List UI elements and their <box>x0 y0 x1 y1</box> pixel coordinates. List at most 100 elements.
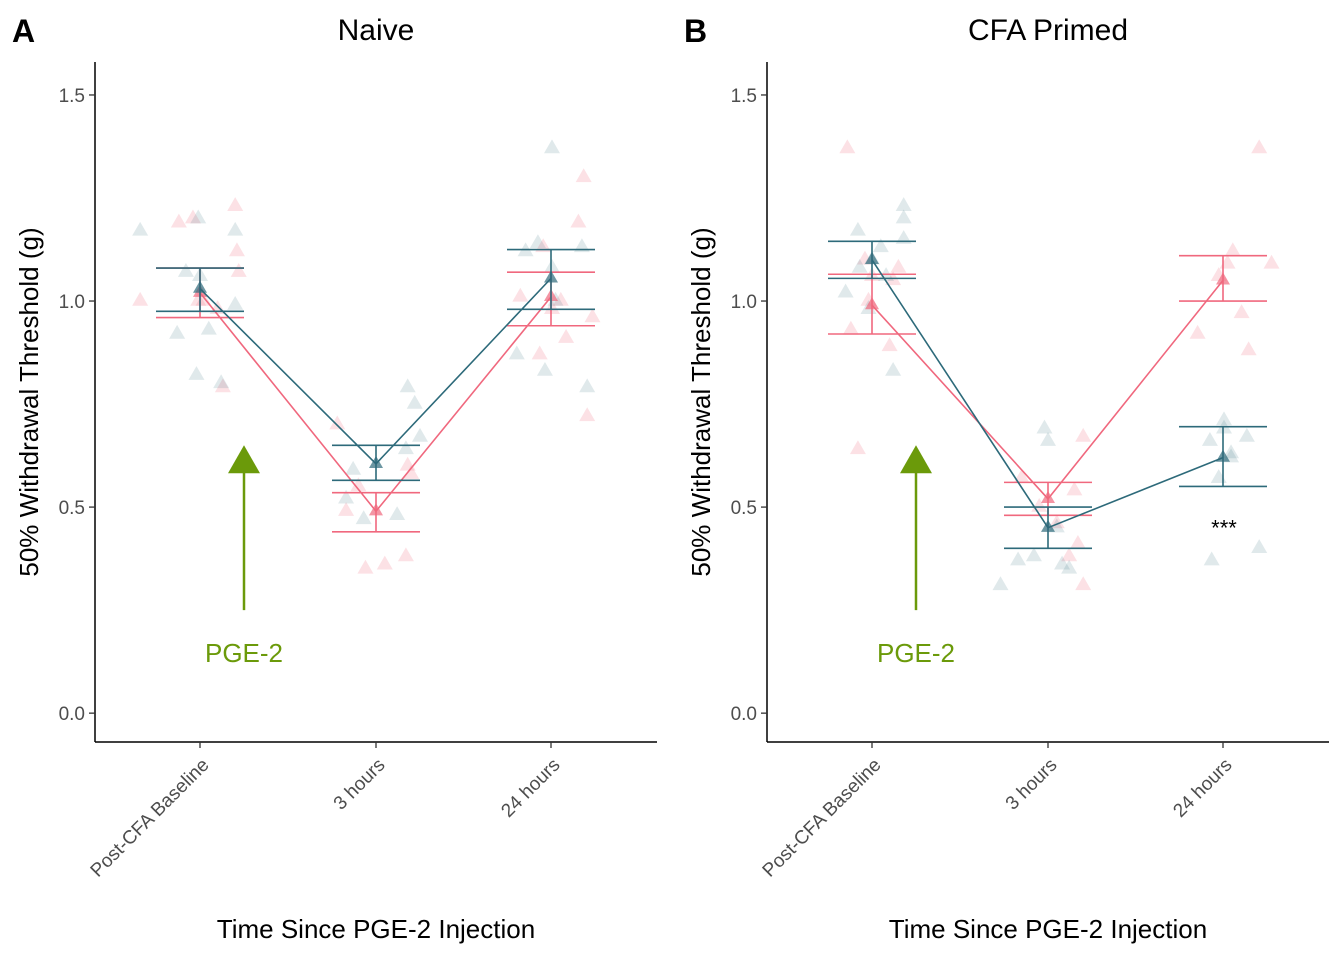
data-point <box>895 197 912 211</box>
data-point <box>536 361 553 376</box>
mean-marker <box>865 251 879 264</box>
data-point <box>399 378 416 393</box>
data-point <box>584 308 601 323</box>
data-point <box>230 263 247 277</box>
mean-marker <box>865 297 879 310</box>
data-point <box>1075 576 1092 591</box>
data-point <box>345 460 362 475</box>
data-point <box>213 374 230 389</box>
mean-marker <box>1041 490 1055 503</box>
data-point <box>895 209 912 224</box>
data-point <box>177 263 194 277</box>
data-point <box>1054 555 1071 570</box>
data-point <box>228 242 245 257</box>
mean-marker <box>1216 449 1230 462</box>
data-point <box>1040 432 1056 446</box>
data-point <box>1048 514 1065 529</box>
data-point <box>1061 547 1078 562</box>
data-point <box>1189 324 1206 339</box>
data-point <box>184 209 201 224</box>
data-point <box>1066 481 1083 496</box>
data-point <box>1061 559 1078 574</box>
data-point <box>544 300 560 314</box>
pge2-arrow-head <box>228 445 260 474</box>
y-axis-title: 50% Withdrawal Threshold (g) <box>686 227 716 576</box>
data-point <box>169 324 186 339</box>
data-point <box>1210 469 1227 483</box>
panel-letter: B <box>684 13 707 49</box>
mean-marker <box>1216 272 1230 285</box>
data-point <box>849 221 866 236</box>
data-point <box>357 559 374 574</box>
data-point <box>412 427 428 442</box>
data-point <box>1240 341 1257 356</box>
pge2-label: PGE-2 <box>205 638 283 668</box>
plot-area: 0.0 0.5 1.0 1.5 Post-CFA Baseline 3 hours 24 h… <box>731 62 1329 882</box>
pge2-label: PGE-2 <box>877 638 955 668</box>
x-tick-label: 3 hours <box>330 755 390 815</box>
data-point <box>842 320 859 335</box>
significance-marker: *** <box>1211 516 1237 541</box>
data-point <box>1216 411 1232 426</box>
mean-marker <box>369 455 383 468</box>
data-point <box>376 555 393 570</box>
data-point <box>338 489 355 504</box>
y-tick-label: 0.5 <box>59 498 85 519</box>
data-point <box>849 440 866 455</box>
x-tick-label: Post-CFA Baseline <box>759 755 886 882</box>
data-point <box>355 510 372 525</box>
data-point <box>1224 242 1241 257</box>
data-point <box>170 213 187 228</box>
x-tick-label: 3 hours <box>1002 755 1062 815</box>
plot-area: 0.0 0.5 1.0 1.5 Post-CFA Baseline 3 hours 24 h… <box>59 62 657 882</box>
data-point <box>1025 547 1042 562</box>
data-point <box>1263 254 1280 269</box>
data-point <box>558 328 575 343</box>
pge2-arrow-head <box>900 445 932 474</box>
data-point <box>544 139 560 154</box>
x-tick-label: Post-CFA Baseline <box>87 755 214 882</box>
data-point <box>214 378 231 393</box>
data-point <box>132 291 149 306</box>
data-point <box>1075 427 1092 442</box>
x-axis-title: Time Since PGE-2 Injection <box>889 914 1207 944</box>
data-point <box>890 258 907 273</box>
data-point <box>992 576 1009 591</box>
data-point <box>227 221 244 236</box>
data-point <box>531 345 548 360</box>
data-point <box>389 506 406 521</box>
data-point <box>1201 432 1218 446</box>
panel-title: CFA Primed <box>968 14 1128 47</box>
data-point <box>1013 469 1030 483</box>
data-point <box>200 320 217 335</box>
data-point <box>403 464 420 479</box>
data-point <box>350 477 367 492</box>
mean-marker <box>544 270 558 283</box>
data-point <box>579 407 596 422</box>
mean-marker <box>369 503 383 516</box>
data-point <box>552 291 569 306</box>
data-point <box>338 502 355 516</box>
data-point <box>573 238 590 253</box>
y-tick-label: 1.0 <box>731 292 757 313</box>
data-point <box>885 361 902 376</box>
data-point <box>881 337 898 352</box>
data-point <box>895 230 912 244</box>
data-point <box>872 238 889 253</box>
data-point <box>529 234 546 249</box>
data-point <box>1203 551 1220 566</box>
data-point <box>570 213 587 228</box>
y-tick-label: 0.0 <box>59 704 85 725</box>
data-point <box>397 440 414 455</box>
data-point <box>190 209 207 224</box>
data-point <box>132 221 149 236</box>
data-point <box>399 456 416 471</box>
x-tick-label: 24 hours <box>497 755 564 822</box>
data-point <box>1238 427 1255 442</box>
data-point <box>508 345 525 360</box>
data-point <box>397 547 414 562</box>
data-point <box>329 415 346 430</box>
y-tick-label: 1.0 <box>59 292 85 313</box>
panel-letter: A <box>12 13 35 49</box>
data-point <box>579 378 596 393</box>
